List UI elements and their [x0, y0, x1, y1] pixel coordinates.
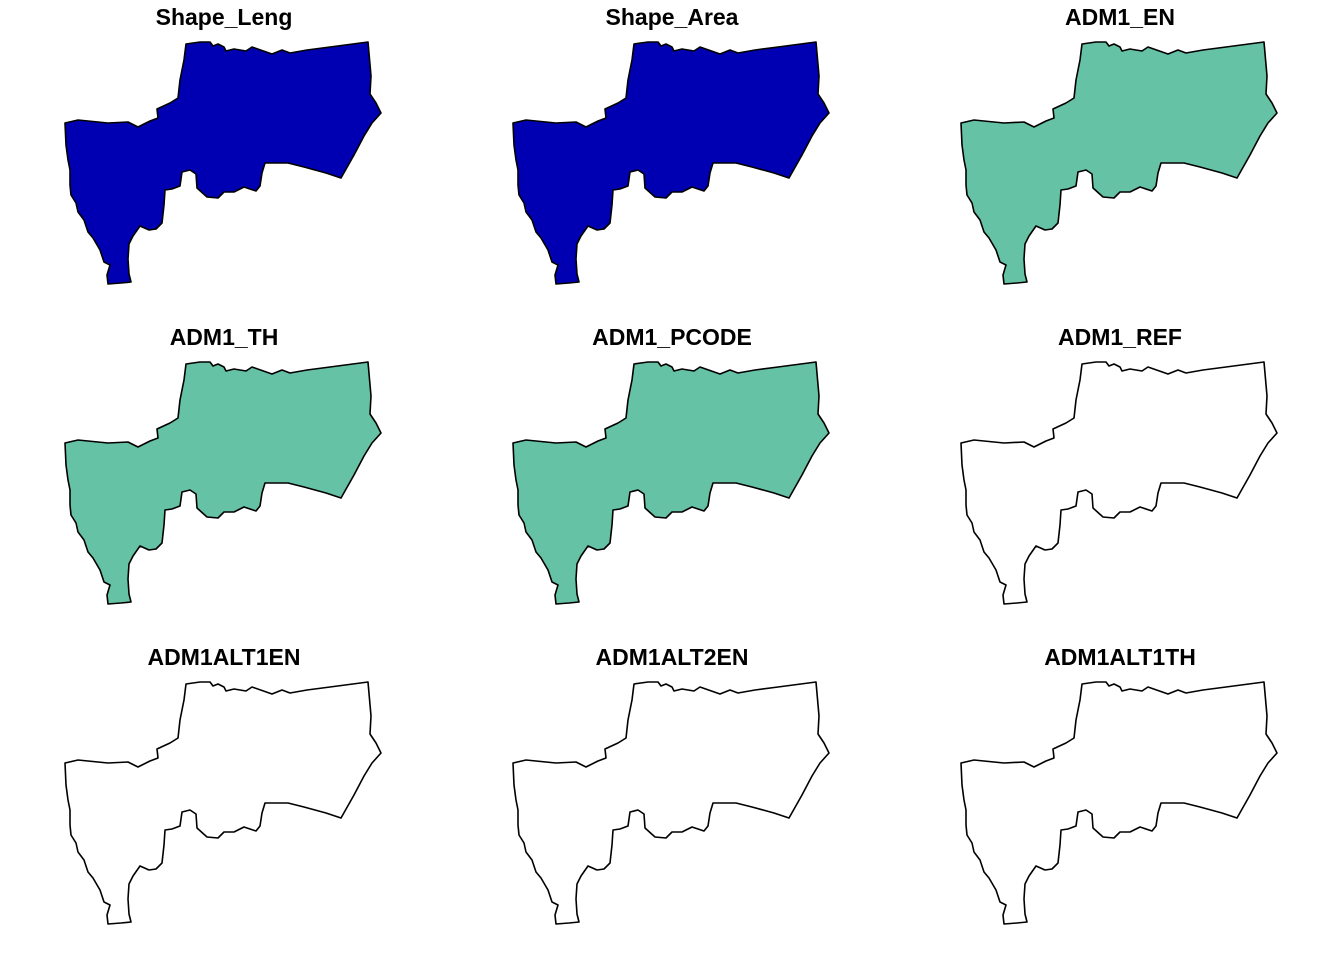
panel-title: ADM1_EN: [1065, 4, 1175, 30]
region-polygon: [512, 41, 830, 285]
panel-title: Shape_Area: [605, 4, 739, 30]
map-panel-adm1-pcode: ADM1_PCODE: [448, 320, 896, 640]
map-adm1alt2en: [512, 681, 830, 925]
region-polygon: [960, 681, 1278, 925]
region-polygon: [64, 41, 382, 285]
panel-title: ADM1ALT1TH: [1044, 644, 1196, 670]
map-panel-adm1alt1en: ADM1ALT1EN: [0, 640, 448, 960]
panel-title: ADM1ALT2EN: [595, 644, 749, 670]
map-panel-adm1alt1th: ADM1ALT1TH: [896, 640, 1344, 960]
panel-title: ADM1_PCODE: [592, 324, 752, 350]
panel-title: ADM1_REF: [1058, 324, 1182, 350]
panel-title: ADM1ALT1EN: [147, 644, 301, 670]
map-panel-adm1-th: ADM1_TH: [0, 320, 448, 640]
map-adm1-pcode: [512, 361, 830, 605]
map-adm1-en: [960, 41, 1278, 285]
region-polygon: [512, 361, 830, 605]
map-shape-leng: [64, 41, 382, 285]
map-panel-shape-area: Shape_Area: [448, 0, 896, 320]
panel-title: Shape_Leng: [155, 4, 293, 30]
map-adm1-ref: [960, 361, 1278, 605]
map-adm1alt1en: [64, 681, 382, 925]
region-polygon: [64, 681, 382, 925]
panel-title: ADM1_TH: [169, 324, 279, 350]
region-polygon: [960, 41, 1278, 285]
map-panel-adm1alt2en: ADM1ALT2EN: [448, 640, 896, 960]
region-polygon: [512, 681, 830, 925]
map-shape-area: [512, 41, 830, 285]
map-panel-adm1-en: ADM1_EN: [896, 0, 1344, 320]
map-adm1alt1th: [960, 681, 1278, 925]
region-polygon: [960, 361, 1278, 605]
region-polygon: [64, 361, 382, 605]
map-panel-adm1-ref: ADM1_REF: [896, 320, 1344, 640]
map-panel-shape-leng: Shape_Leng: [0, 0, 448, 320]
map-adm1-th: [64, 361, 382, 605]
